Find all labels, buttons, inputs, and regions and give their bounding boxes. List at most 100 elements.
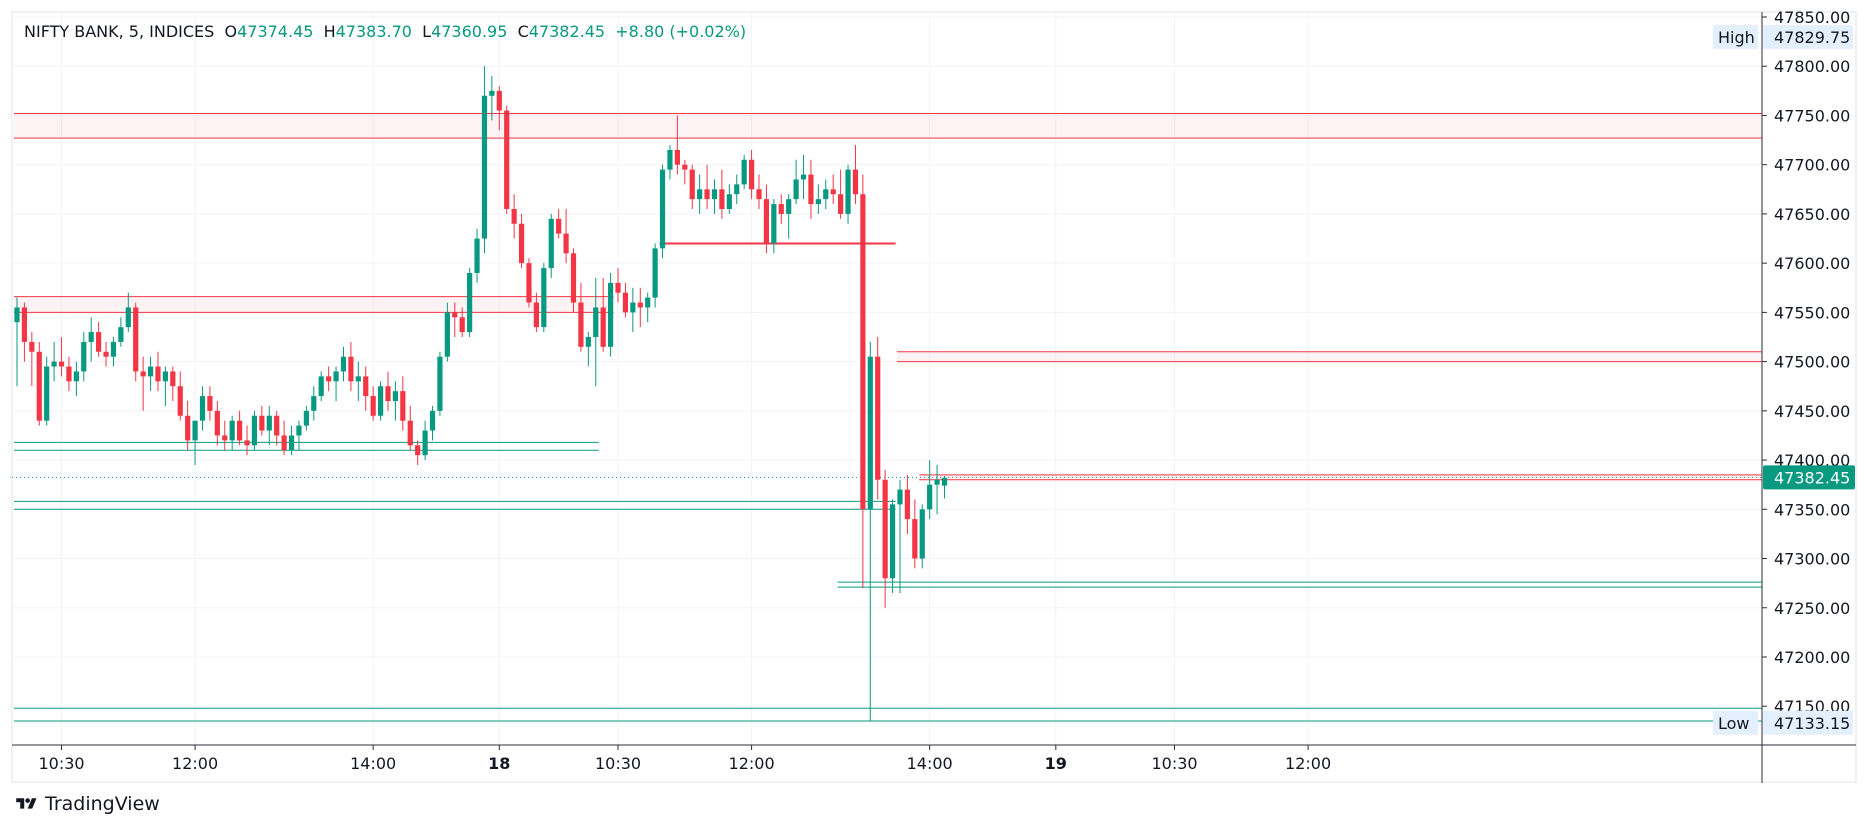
candle <box>667 144 673 180</box>
candle-body <box>340 356 347 372</box>
legend-low-label: L <box>422 22 432 41</box>
candle <box>852 144 859 205</box>
candle <box>481 66 488 254</box>
candle-body <box>533 302 539 328</box>
candle-body <box>274 415 280 436</box>
candle <box>845 164 851 224</box>
candle-body <box>415 445 421 456</box>
candle <box>44 356 50 426</box>
candle-body <box>88 332 94 342</box>
candle-body <box>563 233 569 254</box>
candle-body <box>823 189 829 200</box>
candle-body <box>348 356 354 382</box>
candle-body <box>674 149 680 165</box>
candle <box>66 356 72 392</box>
candle <box>125 292 131 333</box>
legend-close-value: 47382.45 <box>528 22 606 41</box>
candle <box>570 248 577 313</box>
candle-body <box>281 435 287 451</box>
candle <box>333 366 339 401</box>
candle-body <box>407 420 413 446</box>
candle <box>875 336 881 500</box>
candle-body <box>207 396 213 411</box>
candle <box>734 174 740 205</box>
candle <box>504 105 510 214</box>
candle-body <box>229 420 235 441</box>
candle-body <box>133 307 139 372</box>
candles <box>14 66 948 721</box>
candle <box>711 179 718 214</box>
tradingview-brand[interactable]: TradingView <box>13 793 160 815</box>
candle-body <box>170 371 176 387</box>
candle-body <box>185 415 191 441</box>
price-tick-label: 47500.00 <box>1774 353 1850 372</box>
candle-body <box>333 371 339 382</box>
zone-fill <box>14 113 1762 139</box>
candle-body <box>860 194 866 510</box>
candle-body <box>370 396 376 416</box>
candle <box>927 460 933 520</box>
candle <box>808 159 814 219</box>
candle <box>652 243 658 308</box>
candle <box>355 361 361 401</box>
candle <box>155 351 161 392</box>
candle-body <box>437 356 443 411</box>
candle <box>608 272 614 357</box>
candle-body <box>392 391 399 401</box>
candle <box>103 341 109 367</box>
low-label: Low 47133.15 <box>1713 710 1853 735</box>
candle <box>489 76 495 121</box>
candle <box>170 366 176 401</box>
candle-body <box>29 341 35 352</box>
candle <box>786 194 792 239</box>
candle-body <box>845 169 851 214</box>
candle-body <box>125 307 131 328</box>
symbol-legend: NIFTY BANK, 5, INDICES O47374.45 H47383.… <box>24 22 746 41</box>
price-tick-label: 47850.00 <box>1774 8 1850 27</box>
candle <box>778 194 784 224</box>
candle-body <box>36 351 42 421</box>
candle <box>889 499 896 593</box>
candle <box>363 366 369 411</box>
candle <box>756 174 762 209</box>
candle-body <box>771 204 777 244</box>
high-label-tag-bg <box>1713 24 1758 49</box>
candle-body <box>162 371 168 382</box>
candle-body <box>103 351 109 357</box>
candle-body <box>385 386 391 401</box>
candle <box>719 169 725 219</box>
candle-body <box>318 376 324 397</box>
candle <box>823 179 829 209</box>
legend-low-value: 47360.95 <box>431 22 508 41</box>
candle-body <box>593 307 599 337</box>
candle-body <box>259 415 265 431</box>
candle-body <box>800 174 807 180</box>
candle-body <box>429 410 436 431</box>
candle-body <box>711 189 718 200</box>
candle <box>422 420 428 461</box>
candle <box>474 228 480 283</box>
candle-body <box>51 361 57 367</box>
candle-body <box>786 199 792 214</box>
candle <box>919 504 925 569</box>
candle <box>645 292 651 323</box>
candle-body <box>704 189 710 200</box>
candle-body <box>467 272 473 333</box>
candle-body <box>474 238 480 273</box>
candle-body <box>689 169 695 200</box>
zone-fill <box>14 296 614 313</box>
candle <box>140 356 146 411</box>
candle <box>518 213 525 269</box>
candle <box>318 371 324 401</box>
candle <box>771 199 777 254</box>
candle <box>147 356 154 392</box>
candle-body <box>615 282 621 293</box>
candle <box>437 351 443 416</box>
candle <box>377 381 384 421</box>
candle-body <box>66 366 72 382</box>
candle-body <box>14 307 20 323</box>
candle <box>578 282 584 352</box>
candle <box>689 164 695 209</box>
